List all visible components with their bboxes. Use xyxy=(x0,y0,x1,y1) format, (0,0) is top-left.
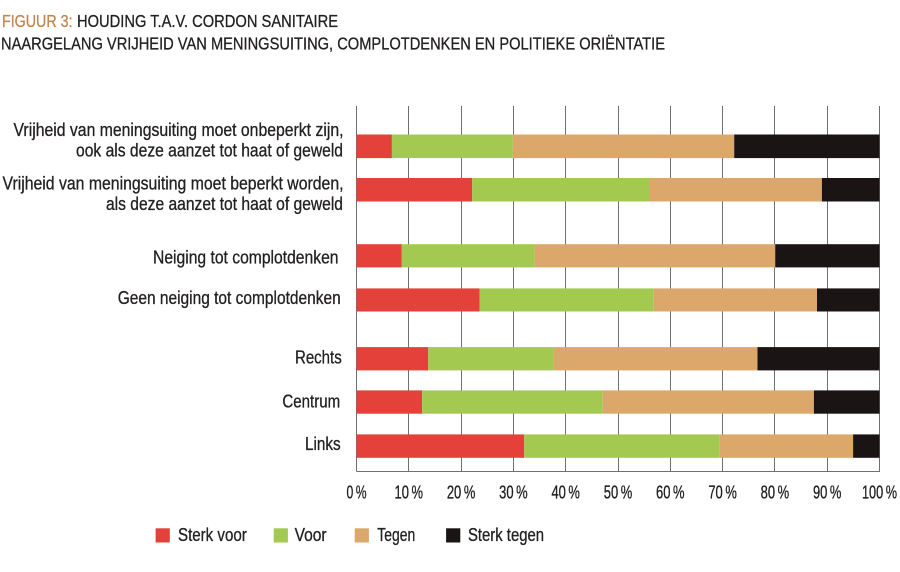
svg-text:100 %: 100 % xyxy=(862,483,897,503)
svg-text:Centrum: Centrum xyxy=(282,391,340,411)
svg-text:40 %: 40 % xyxy=(551,483,580,503)
svg-text:Rechts: Rechts xyxy=(295,348,342,368)
svg-text:20 %: 20 % xyxy=(447,483,476,503)
svg-text:Geen neiging tot complotdenken: Geen neiging tot complotdenken xyxy=(118,288,341,308)
svg-text:Vrijheid van meningsuiting moe: Vrijheid van meningsuiting moet beperkt … xyxy=(3,173,344,193)
svg-text:60 %: 60 % xyxy=(656,483,685,503)
svg-text:ook als deze aanzet tot haat o: ook als deze aanzet tot haat of geweld xyxy=(76,141,343,161)
svg-text:0 %: 0 % xyxy=(347,483,367,503)
svg-text:HOUDING T.A.V. CORDON SANITAIR: HOUDING T.A.V. CORDON SANITAIRE xyxy=(77,11,338,31)
svg-text:als deze aanzet tot haat of ge: als deze aanzet tot haat of geweld xyxy=(106,194,343,214)
svg-text:Sterk voor: Sterk voor xyxy=(178,525,247,545)
svg-text:30 %: 30 % xyxy=(499,483,528,503)
svg-text:Links: Links xyxy=(305,434,341,454)
svg-text:Sterk tegen: Sterk tegen xyxy=(468,525,544,545)
svg-text:90 %: 90 % xyxy=(813,483,842,503)
svg-text:Tegen: Tegen xyxy=(377,525,415,545)
svg-text:10 %: 10 % xyxy=(395,483,424,503)
svg-text:Voor: Voor xyxy=(295,525,327,545)
svg-text:Neiging tot complotdenken: Neiging tot complotdenken xyxy=(153,248,339,268)
svg-text:FIGUUR 3:: FIGUUR 3: xyxy=(2,11,73,31)
svg-text:NAARGELANG VRIJHEID VAN MENING: NAARGELANG VRIJHEID VAN MENINGSUITING, C… xyxy=(1,33,665,53)
svg-text:80 %: 80 % xyxy=(761,483,790,503)
svg-text:50 %: 50 % xyxy=(604,483,633,503)
svg-text:Vrijheid van meningsuiting moe: Vrijheid van meningsuiting moet onbeperk… xyxy=(14,120,344,140)
svg-text:70 %: 70 % xyxy=(708,483,737,503)
